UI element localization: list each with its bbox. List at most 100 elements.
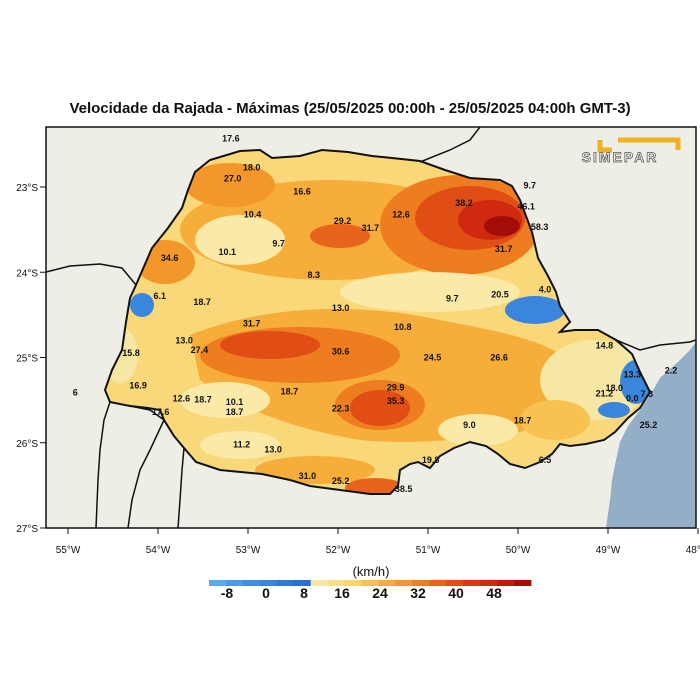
station-value: 18.7 (281, 387, 299, 397)
station-value: 2.2 (665, 365, 678, 375)
station-value: 4.0 (539, 284, 552, 294)
colorbar-swatch (480, 580, 498, 586)
station-value: 13.0 (175, 336, 193, 346)
gust-field (105, 150, 650, 494)
colorbar-label: 0 (262, 585, 270, 601)
station-value: 9.7 (446, 294, 459, 304)
station-value: 27.4 (191, 345, 209, 355)
colorbar-swatch (463, 580, 481, 586)
lon-tick-label: 54°W (146, 545, 171, 556)
station-value: 12.6 (392, 209, 410, 219)
lat-tick-label: 24°S (16, 268, 38, 279)
station-value: 10.1 (219, 247, 237, 257)
station-value: 19.8 (422, 455, 440, 465)
station-value: 31.7 (362, 223, 380, 233)
lat-tick-label: 27°S (16, 524, 38, 535)
simepar-logo: SIMEPAR (581, 137, 681, 165)
station-value: 26.6 (490, 353, 508, 363)
lon-tick-label: 53°W (236, 545, 261, 556)
station-value: 34.6 (161, 253, 179, 263)
map-title: Velocidade da Rajada - Máximas (25/05/20… (69, 100, 631, 117)
station-value: 10.4 (244, 209, 262, 219)
colorbar-swatch (293, 580, 312, 586)
station-value: 13.3 (624, 370, 642, 380)
station-value: 27.0 (224, 174, 242, 184)
logo-text: SIMEPAR (582, 149, 659, 165)
colorbar-label: 24 (372, 585, 388, 601)
colorbar-swatch (225, 580, 244, 586)
colorbar-label: 48 (486, 585, 502, 601)
station-value: 10.8 (394, 322, 412, 332)
colorbar-label: 40 (448, 585, 464, 601)
lon-tick-label: 51°W (416, 545, 441, 556)
station-value: 35.3 (387, 396, 405, 406)
station-value: 8.3 (307, 270, 320, 280)
station-value: 0.0 (626, 393, 639, 403)
station-value: 24.5 (424, 353, 442, 363)
station-value: 22.3 (332, 404, 350, 414)
colorbar-label: 8 (300, 585, 308, 601)
station-value: 12.6 (173, 393, 191, 403)
station-value: 17.6 (152, 407, 170, 417)
colorbar-swatch (497, 580, 515, 586)
station-value: 6.5 (539, 455, 552, 465)
ocean (606, 342, 696, 528)
station-value: 9.0 (463, 420, 476, 430)
station-value: 14.8 (596, 341, 614, 351)
lon-tick-label: 49°W (596, 545, 621, 556)
colorbar-label: 16 (334, 585, 350, 601)
station-value: 31.0 (299, 471, 317, 481)
station-value: 16.6 (293, 186, 311, 196)
station-value: 18.7 (514, 416, 532, 426)
station-value: 58.3 (531, 222, 549, 232)
lat-axis: 23°S 24°S 25°S 26°S 27°S (16, 183, 46, 535)
colorbar-swatch (395, 580, 413, 586)
station-labels: 17.618.027.016.69.738.2 46.112.610.429.23… (73, 133, 678, 493)
station-value: 25.2 (640, 420, 658, 430)
lon-tick-label: 48°W (686, 545, 700, 556)
station-value: 18.7 (194, 394, 212, 404)
station-value: 13.0 (264, 445, 282, 455)
station-value: 6 (73, 388, 78, 398)
lat-tick-label: 23°S (16, 183, 38, 194)
colorbar-swatch (361, 580, 379, 586)
station-value: 31.7 (495, 244, 513, 254)
lon-tick-label: 52°W (326, 545, 351, 556)
colorbar-swatch (412, 580, 430, 586)
colorbar-swatch (514, 580, 532, 586)
station-value: 16.9 (129, 381, 147, 391)
station-value: 31.7 (243, 318, 261, 328)
colorbar-label: 32 (410, 585, 426, 601)
station-value: 7.8 (640, 389, 653, 399)
borders (46, 127, 696, 528)
colorbar-swatch (344, 580, 362, 586)
lat-tick-label: 26°S (16, 439, 38, 450)
station-value: 29.9 (387, 382, 405, 392)
lat-tick-label: 25°S (16, 354, 38, 365)
colorbar-labels: -8 0 8 16 24 32 40 48 (221, 585, 502, 601)
station-value: 38.5 (395, 484, 413, 494)
station-value: 21.2 (596, 388, 614, 398)
station-value: 9.7 (523, 180, 536, 190)
station-value: 18.7 (193, 297, 211, 307)
colorbar-swatch (276, 580, 295, 586)
station-value: 20.5 (491, 289, 509, 299)
station-value: 25.2 (332, 476, 350, 486)
colorbar-swatch (310, 580, 329, 586)
units-label: (km/h) (353, 564, 390, 579)
station-value: 18.7 (226, 407, 244, 417)
station-value: 9.7 (272, 238, 285, 248)
lon-tick-label: 55°W (56, 545, 81, 556)
colorbar-label: -8 (221, 585, 234, 601)
station-value: 10.1 (226, 397, 244, 407)
station-value: 30.6 (332, 347, 350, 357)
station-value: 18.0 (243, 162, 261, 172)
lon-axis: 55°W 54°W 53°W 52°W 51°W 50°W 49°W 48°W (56, 528, 700, 556)
colorbar-swatch (446, 580, 464, 586)
colorbar-swatch (327, 580, 345, 586)
station-value: 11.2 (233, 440, 250, 450)
station-value: 15.8 (122, 348, 140, 358)
colorbar (209, 580, 532, 586)
colorbar-swatch (209, 580, 227, 586)
